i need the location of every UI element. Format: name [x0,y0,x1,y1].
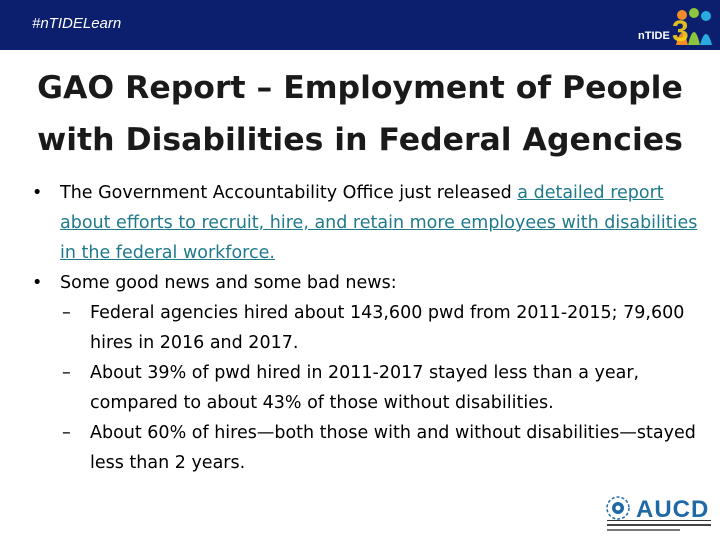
slide-body: • The Government Accountability Office j… [32,178,698,478]
gao-report-link[interactable]: a detailed report about efforts to recru… [60,183,698,263]
bullet-dot-icon: • [32,273,43,293]
aucd-logo [606,496,630,520]
sub-bullet-text: Federal agencies hired about 143,600 pwd… [90,303,685,353]
ntide-logo: nTIDE 3 [638,8,712,48]
bullet-item: • The Government Accountability Office j… [32,178,698,268]
aucd-tagline-graphic [607,520,711,531]
slide-title: GAO Report – Employment of People with D… [20,62,700,166]
svg-text:3: 3 [672,15,689,48]
aucd-logo-text: AUCD [636,496,710,523]
dash-icon: – [62,303,71,323]
sub-bullet-item: – Federal agencies hired about 143,600 p… [32,298,698,358]
header-bar: #nTIDELearn nTIDE 3 [0,0,720,50]
sub-bullet-item: – About 60% of hires—both those with and… [32,418,698,478]
bullet-text: Some good news and some bad news: [60,273,397,293]
bullet-item: • Some good news and some bad news: [32,268,698,298]
dash-icon: – [62,423,71,443]
sub-bullet-item: – About 39% of pwd hired in 2011-2017 st… [32,358,698,418]
title-line-2: with Disabilities in Federal Agencies [37,122,683,158]
sub-bullet-text: About 39% of pwd hired in 2011-2017 stay… [90,363,640,413]
bullet-text: The Government Accountability Office jus… [60,183,518,203]
ntide-logo-text: nTIDE [638,30,670,42]
sub-bullet-text: About 60% of hires—both those with and w… [90,423,696,473]
bullet-dot-icon: • [32,183,43,203]
title-line-1: GAO Report – Employment of People [37,70,683,106]
hashtag-label: #nTIDELearn [32,15,122,32]
dash-icon: – [62,363,71,383]
